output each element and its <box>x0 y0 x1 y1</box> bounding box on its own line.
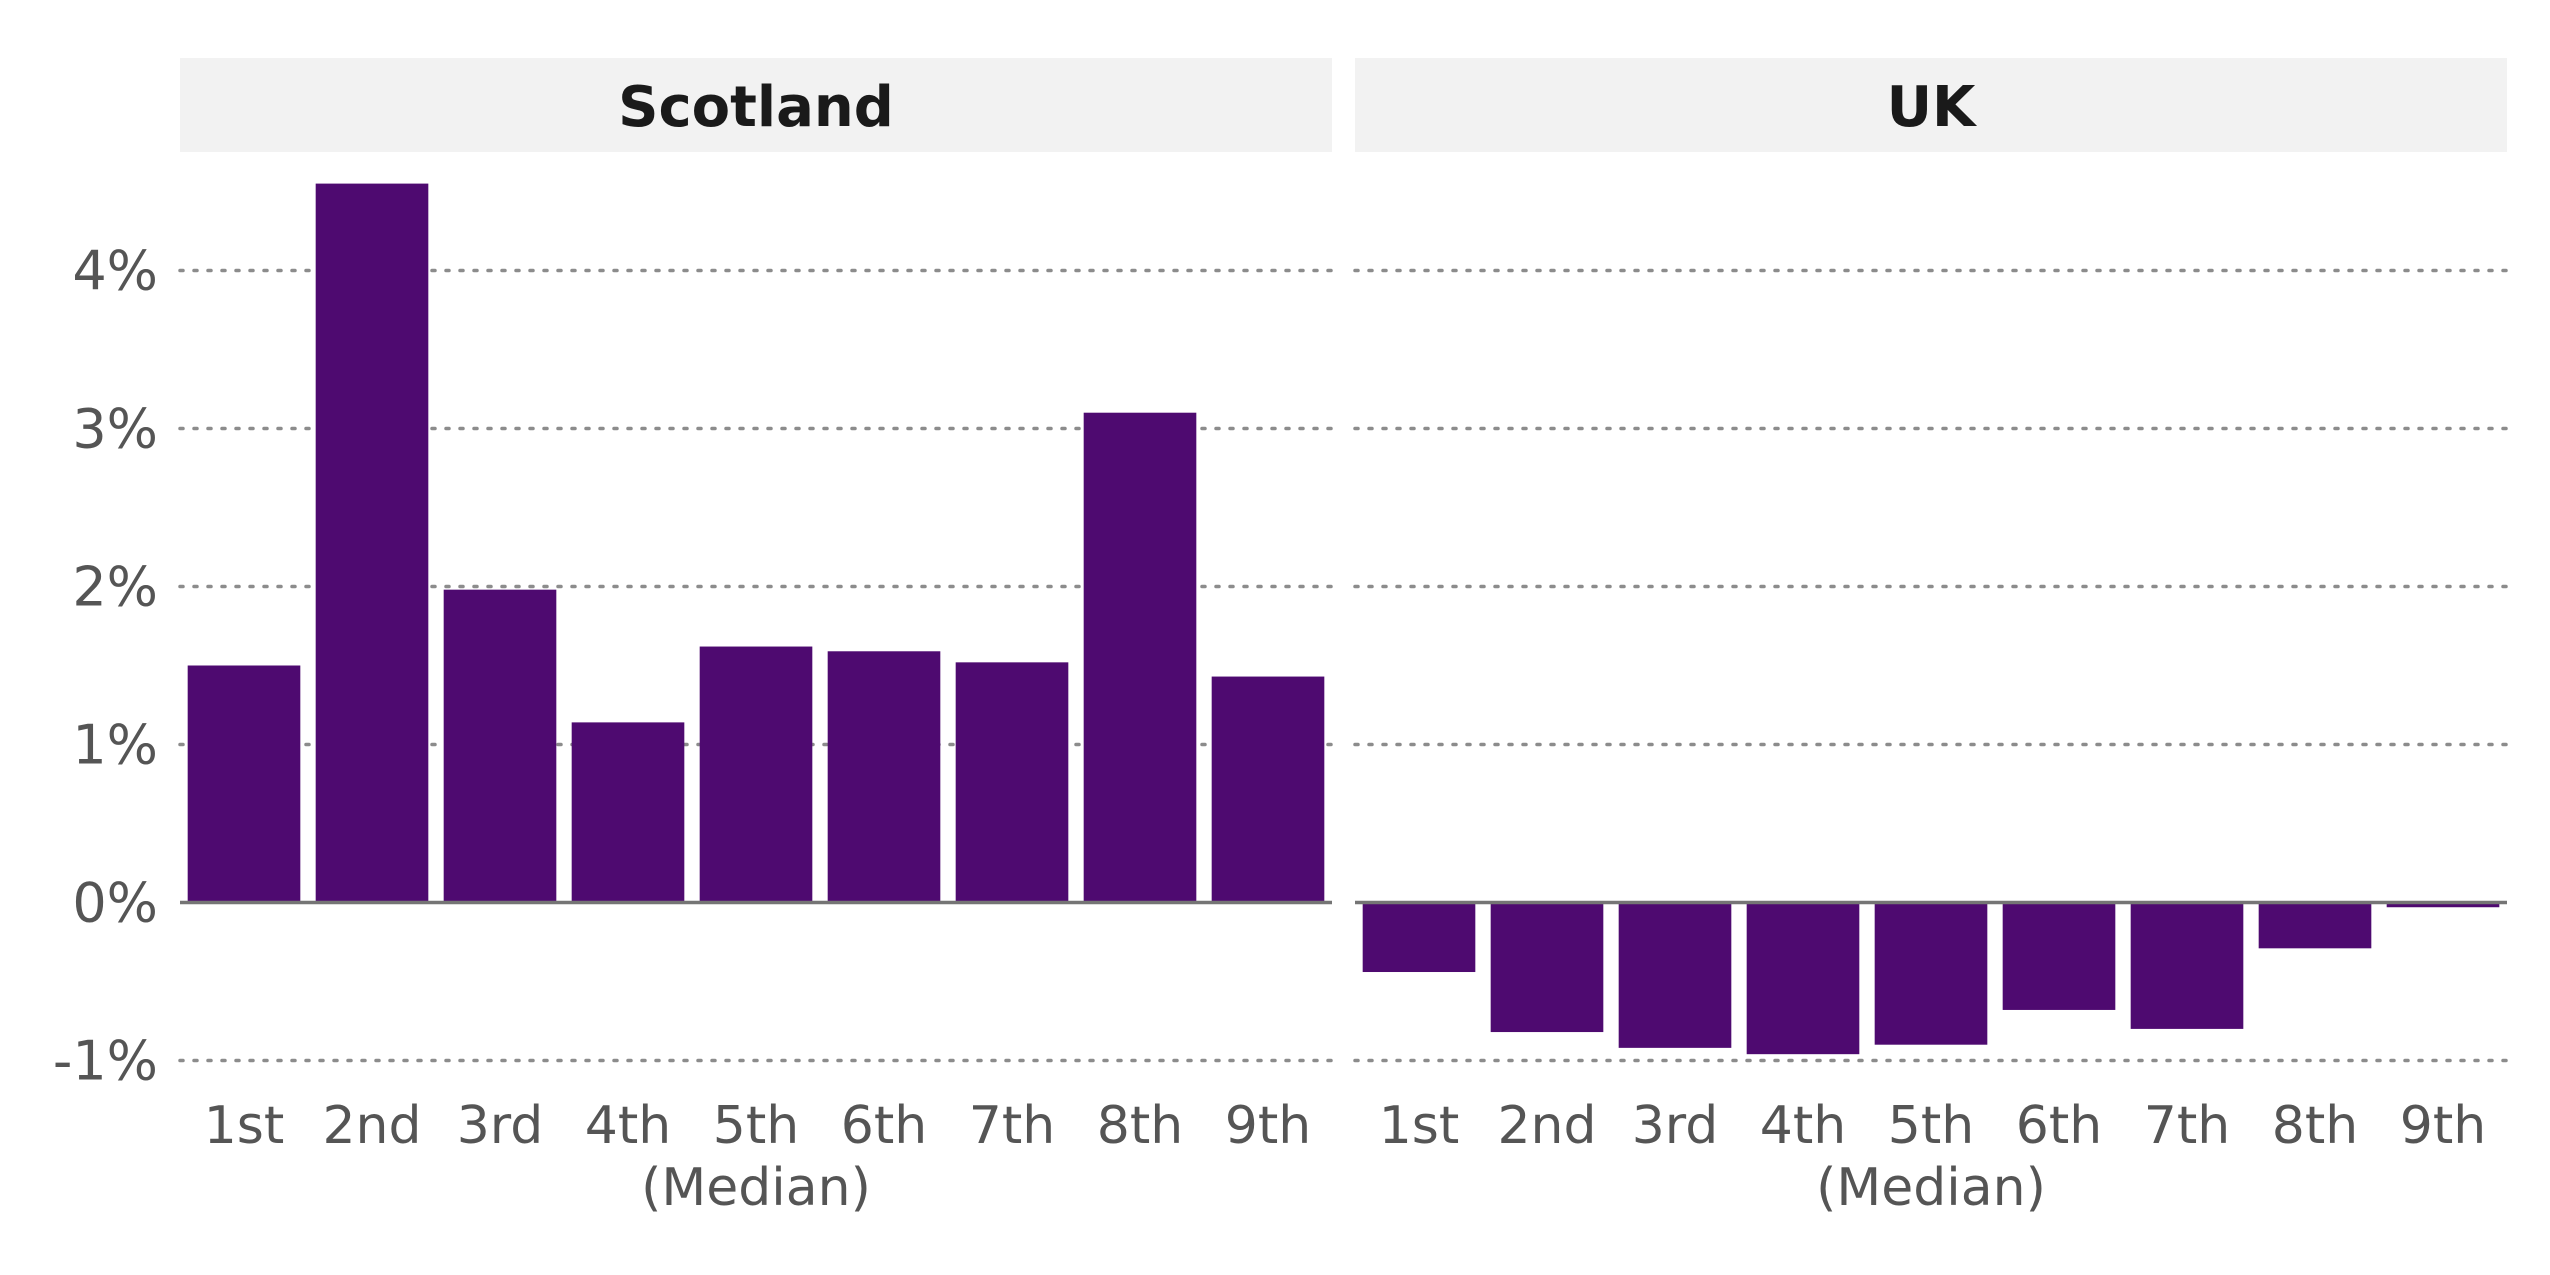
panel-title-scotland: Scotland <box>618 75 894 140</box>
x-tick-label: 3rd <box>457 1096 544 1156</box>
bar-7th <box>2130 902 2244 1029</box>
x-tick-label: 1st <box>204 1096 285 1156</box>
y-tick-label: 0% <box>72 872 158 935</box>
bar-4th <box>1746 902 1860 1055</box>
x-labels-uk: 1st 2nd 3rd 4th 5th(Median)6th 7th 8th 9th <box>1379 1096 2487 1218</box>
panel-strip-scotland <box>180 58 1332 152</box>
x-tick-label: 6th <box>2016 1096 2102 1156</box>
y-tick-label: 2% <box>72 556 158 619</box>
x-tick-label: 6th <box>841 1096 927 1156</box>
x-tick-label: 8th <box>2272 1096 2358 1156</box>
x-tick-label: 2nd <box>322 1096 421 1156</box>
bars-uk <box>1362 902 2500 1055</box>
bar-3rd <box>443 589 557 903</box>
y-tick-label: 1% <box>72 714 158 777</box>
y-tick-label: -1% <box>53 1030 158 1093</box>
x-tick-sublabel: (Median) <box>641 1158 871 1218</box>
x-tick-label: 8th <box>1097 1096 1183 1156</box>
bar-2nd <box>315 183 429 903</box>
bar-6th <box>827 651 941 903</box>
gridlines-uk <box>1353 268 2509 1063</box>
panel-title-uk: UK <box>1887 75 1978 140</box>
bar-9th <box>1211 676 1325 903</box>
bar-8th <box>2258 902 2372 949</box>
bar-8th <box>1083 412 1197 903</box>
bar-6th <box>2002 902 2116 1010</box>
x-tick-label: 5th <box>1888 1096 1974 1156</box>
x-tick-label: 4th <box>1760 1096 1846 1156</box>
panel-scotland: Scotland 1st 2nd 3rd 4th 5th(Median)6th 7th 8t… <box>178 58 1334 1218</box>
x-tick-label: 5th <box>713 1096 799 1156</box>
x-tick-label: 9th <box>1225 1096 1311 1156</box>
x-tick-label: 3rd <box>1632 1096 1719 1156</box>
x-tick-label: 4th <box>585 1096 671 1156</box>
bar-1st <box>187 665 301 903</box>
bar-5th <box>1874 902 1988 1045</box>
y-axis: -1% 0% 1% 2% 3% 4% <box>53 240 158 1093</box>
bar-1st <box>1362 902 1476 973</box>
x-tick-sublabel: (Median) <box>1816 1158 2046 1218</box>
x-tick-label: 7th <box>969 1096 1055 1156</box>
panel-uk: UK 1st 2nd 3rd 4th 5th(Median)6th 7th 8th 9th <box>1353 58 2509 1218</box>
x-labels-scotland: 1st 2nd 3rd 4th 5th(Median)6th 7th 8th 9th <box>204 1096 1312 1218</box>
x-tick-label: 2nd <box>1497 1096 1596 1156</box>
x-tick-label: 1st <box>1379 1096 1460 1156</box>
bar-2nd <box>1490 902 1604 1033</box>
bar-3rd <box>1618 902 1732 1048</box>
y-tick-label: 3% <box>72 398 158 461</box>
bars-scotland <box>187 183 1325 903</box>
x-tick-label: 9th <box>2400 1096 2486 1156</box>
y-tick-label: 4% <box>72 240 158 303</box>
bar-4th <box>571 722 685 903</box>
x-tick-label: 7th <box>2144 1096 2230 1156</box>
bar-7th <box>955 662 1069 903</box>
bar-5th <box>699 646 813 903</box>
panel-strip-uk <box>1355 58 2507 152</box>
bar-9th <box>2386 902 2500 908</box>
